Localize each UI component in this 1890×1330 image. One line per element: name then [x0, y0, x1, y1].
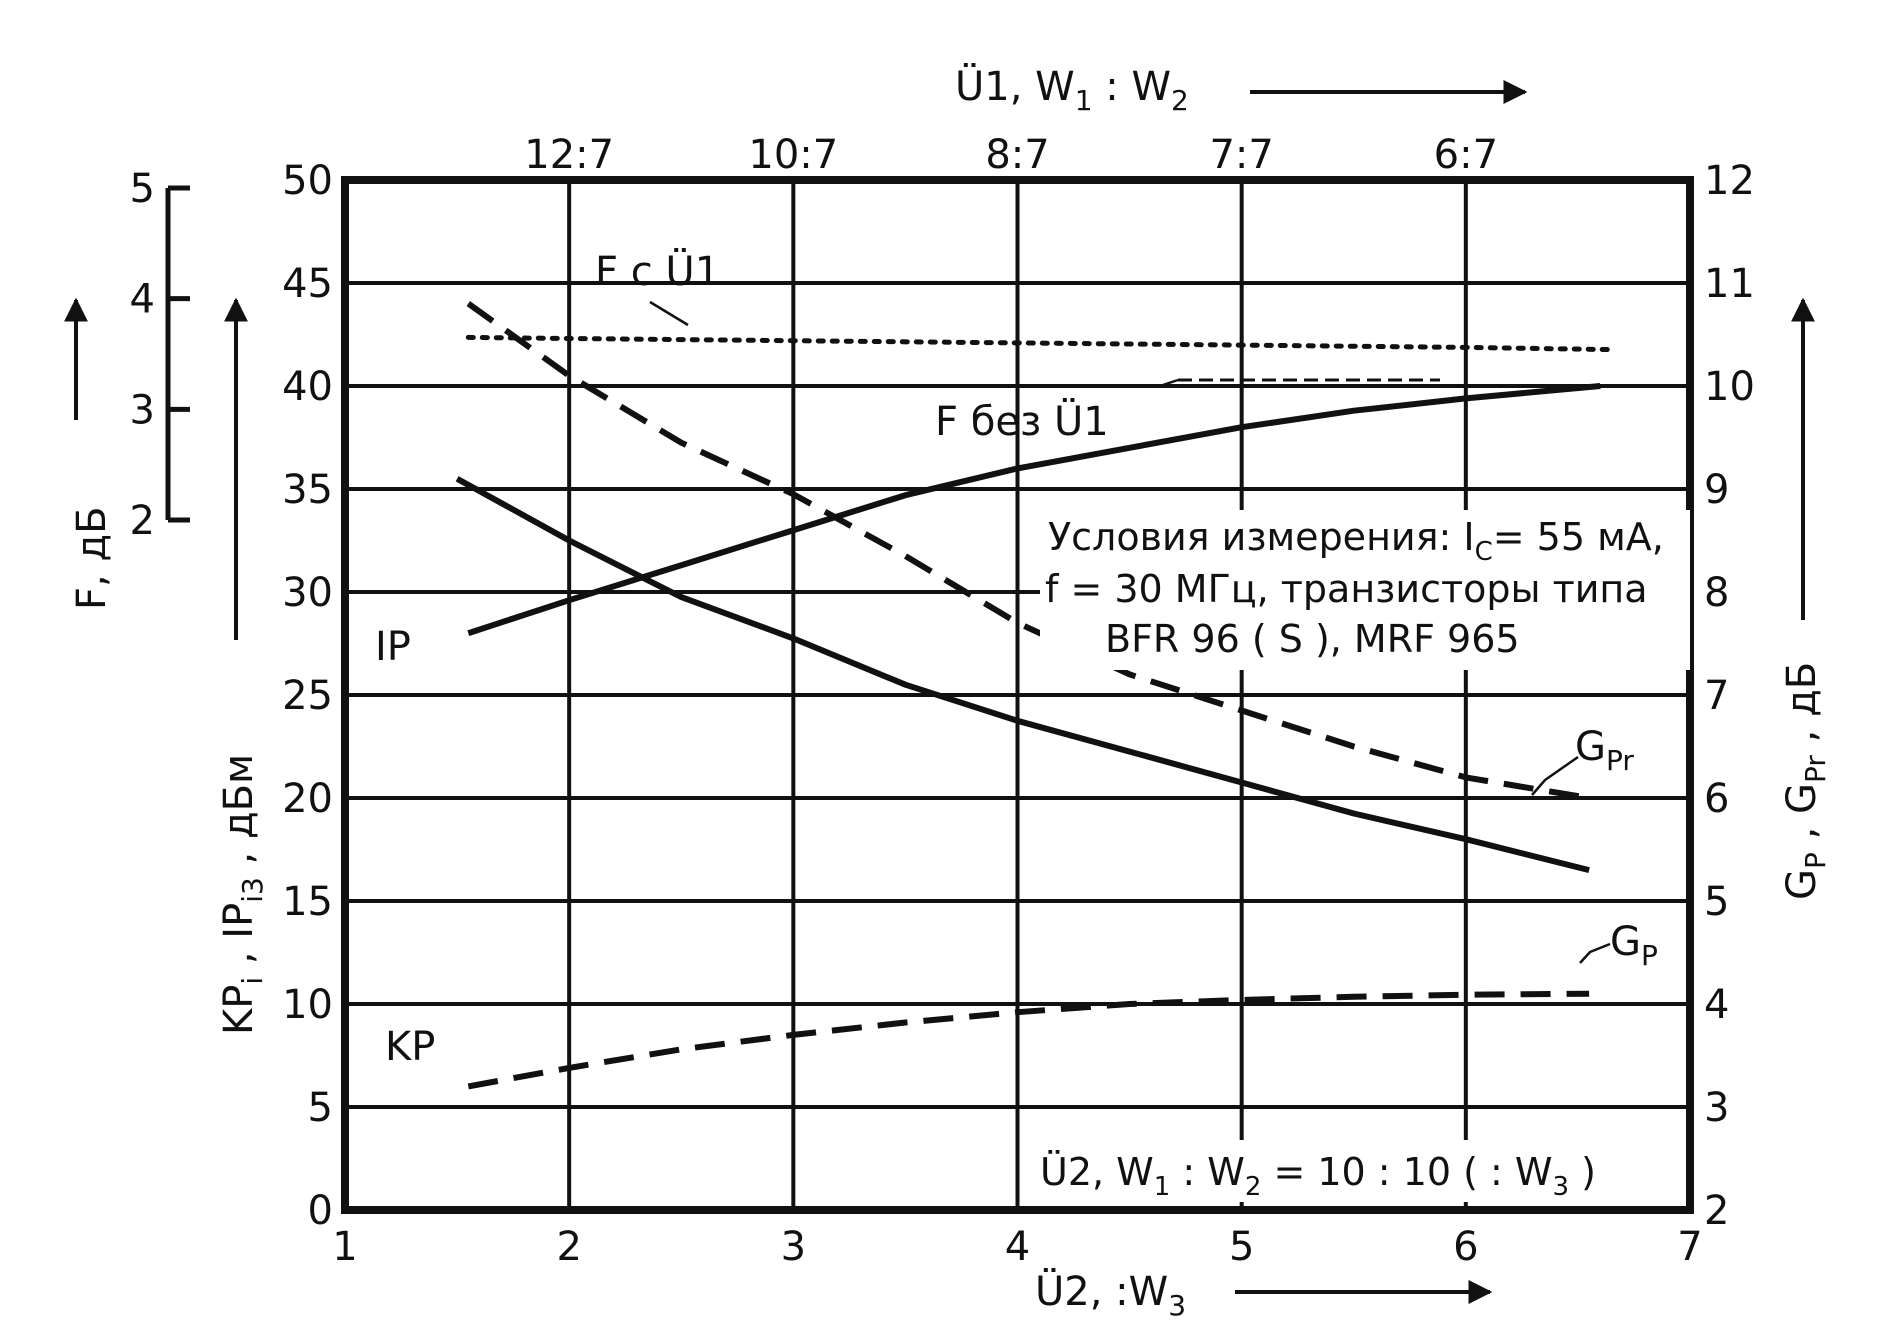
right-tick-5: 7: [1704, 673, 1729, 719]
right-tick-7: 9: [1704, 467, 1729, 513]
series-line-2: [466, 301, 1590, 801]
bottom-note-bg: [1020, 1140, 1680, 1202]
series-line-1: [455, 476, 1590, 874]
leader-f-with: [649, 300, 689, 327]
top-axis-label: Ü1, W1 : W2: [955, 62, 1189, 117]
top-tick-4: 6:7: [1434, 132, 1498, 178]
right-tick-1: 3: [1704, 1085, 1729, 1131]
series-label-gp: GP: [1610, 919, 1658, 972]
series-label-ip: IP: [375, 624, 411, 670]
left-tick-8: 40: [282, 364, 333, 410]
leader-gp: [1579, 942, 1611, 964]
left-axis-label: KPi , IPi3 , дБм: [216, 754, 269, 1035]
right-tick-4: 6: [1704, 776, 1729, 822]
bottom-tick-2: 3: [781, 1224, 806, 1270]
left-tick-3: 15: [282, 879, 333, 925]
series-lines: [455, 301, 1614, 1090]
left-tick-4: 20: [282, 776, 333, 822]
bottom-axis-label: Ü2, :W3: [1035, 1267, 1186, 1322]
right-axis-label: GP , GPr , дБ: [1779, 662, 1832, 900]
leader-f-without-tip: [1159, 378, 1179, 388]
top-tick-1: 10:7: [748, 132, 838, 178]
left-tick-1: 5: [308, 1085, 333, 1131]
bottom-tick-0: 1: [332, 1224, 357, 1270]
bottom-tick-3: 4: [1005, 1224, 1030, 1270]
top-tick-0: 12:7: [524, 132, 614, 178]
left-tick-9: 45: [282, 261, 333, 307]
f-tick-2: 4: [130, 277, 155, 323]
right-tick-2: 4: [1704, 982, 1729, 1028]
bottom-tick-4: 5: [1229, 1224, 1254, 1270]
right-tick-0: 2: [1704, 1188, 1729, 1234]
left-tick-6: 30: [282, 570, 333, 616]
f-axis-ticks: 2 3 4 5: [130, 166, 190, 544]
bottom-tick-5: 6: [1453, 1224, 1478, 1270]
right-tick-3: 5: [1704, 879, 1729, 925]
f-axis-label: F, дБ: [69, 506, 115, 610]
left-tick-2: 10: [282, 982, 333, 1028]
series-label-kp: KP: [385, 1024, 435, 1070]
annotation-f-without: F без Ü1: [935, 397, 1109, 445]
f-tick-3: 5: [130, 166, 155, 212]
right-tick-6: 8: [1704, 570, 1729, 616]
bottom-note-text: Ü2, W1 : W2 = 10 : 10 ( : W3 ): [1040, 1150, 1596, 1202]
series-label-f-with: F c Ü1: [595, 247, 720, 295]
top-tick-2: 8:7: [985, 132, 1049, 178]
bottom-tick-6: 7: [1677, 1224, 1702, 1270]
conditions-line-1: Условия измерения: IC= 55 мА,: [1048, 515, 1664, 567]
right-tick-9: 11: [1704, 261, 1755, 307]
left-tick-10: 50: [282, 158, 333, 204]
series-line-3: [467, 990, 1590, 1090]
plot-frame: [341, 176, 1694, 1214]
conditions-box: Условия измерения: IC= 55 мА, f = 30 МГц…: [1040, 510, 1690, 670]
left-tick-7: 35: [282, 467, 333, 513]
left-tick-5: 25: [282, 673, 333, 719]
conditions-line-2: f = 30 МГц, транзисторы типа: [1045, 567, 1648, 611]
right-tick-10: 12: [1704, 158, 1755, 204]
conditions-line-3: BFR 96 ( S ), MRF 965: [1105, 617, 1520, 661]
series-label-gpr: GPr: [1575, 724, 1634, 777]
bottom-tick-1: 2: [556, 1224, 581, 1270]
series-line-4: [465, 334, 1614, 353]
bottom-note: Ü2, W1 : W2 = 10 : 10 ( : W3 ): [1020, 1140, 1680, 1202]
top-tick-3: 7:7: [1209, 132, 1273, 178]
leader-gpr: [1531, 755, 1579, 796]
f-tick-0: 2: [130, 498, 155, 544]
grid: [343, 178, 1692, 1212]
right-tick-8: 10: [1704, 364, 1755, 410]
f-tick-1: 3: [130, 387, 155, 433]
left-tick-0: 0: [308, 1188, 333, 1234]
conditions-bg: [1040, 510, 1690, 670]
